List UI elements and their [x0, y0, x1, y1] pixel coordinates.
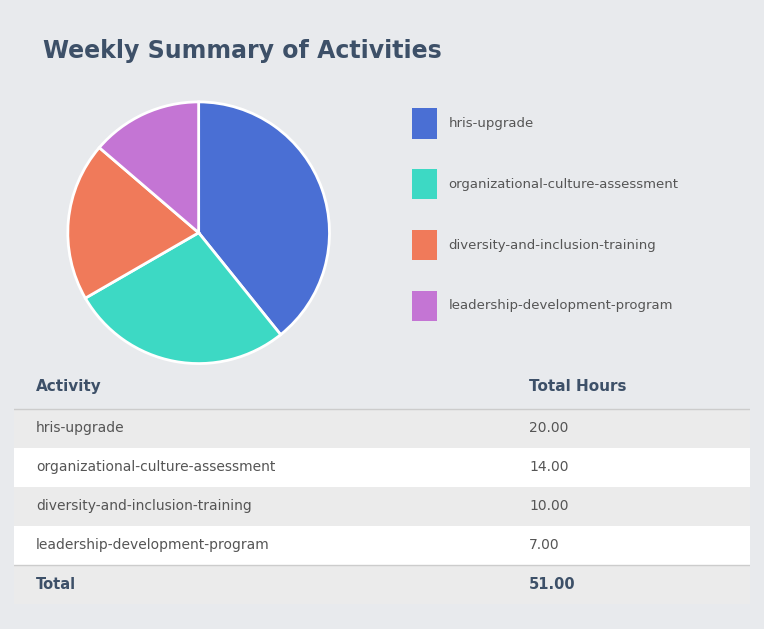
Bar — [14, 448, 750, 487]
Text: Total: Total — [36, 577, 76, 592]
Text: 14.00: 14.00 — [529, 460, 569, 474]
Wedge shape — [68, 148, 199, 298]
Wedge shape — [199, 102, 329, 335]
Text: 10.00: 10.00 — [529, 499, 569, 513]
Text: Total Hours: Total Hours — [529, 379, 626, 394]
Text: organizational-culture-assessment: organizational-culture-assessment — [36, 460, 275, 474]
Bar — [14, 526, 750, 565]
Bar — [412, 230, 437, 260]
Text: diversity-and-inclusion-training: diversity-and-inclusion-training — [36, 499, 251, 513]
Bar — [14, 487, 750, 526]
Text: hris-upgrade: hris-upgrade — [36, 421, 125, 435]
Bar — [14, 565, 750, 604]
Text: 51.00: 51.00 — [529, 577, 576, 592]
Text: 20.00: 20.00 — [529, 421, 568, 435]
Text: 7.00: 7.00 — [529, 538, 560, 552]
Text: Activity: Activity — [36, 379, 102, 394]
Text: leadership-development-program: leadership-development-program — [36, 538, 270, 552]
Text: leadership-development-program: leadership-development-program — [448, 299, 673, 313]
Wedge shape — [86, 233, 280, 364]
Text: diversity-and-inclusion-training: diversity-and-inclusion-training — [448, 238, 656, 252]
Text: hris-upgrade: hris-upgrade — [448, 117, 534, 130]
Bar — [14, 409, 750, 448]
Text: organizational-culture-assessment: organizational-culture-assessment — [448, 177, 678, 191]
Bar — [412, 108, 437, 138]
Wedge shape — [99, 102, 199, 233]
Bar — [412, 291, 437, 321]
Bar — [412, 169, 437, 199]
Text: Weekly Summary of Activities: Weekly Summary of Activities — [44, 38, 442, 63]
